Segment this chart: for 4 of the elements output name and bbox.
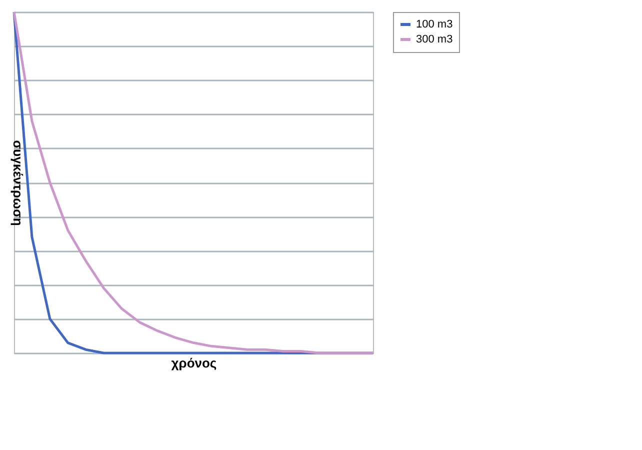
legend-label: 100 m3 (416, 18, 453, 30)
y-axis-title: συγκέντρωση (10, 140, 26, 226)
legend-label: 300 m3 (416, 34, 453, 46)
x-axis-title: χρόνος (171, 356, 217, 370)
